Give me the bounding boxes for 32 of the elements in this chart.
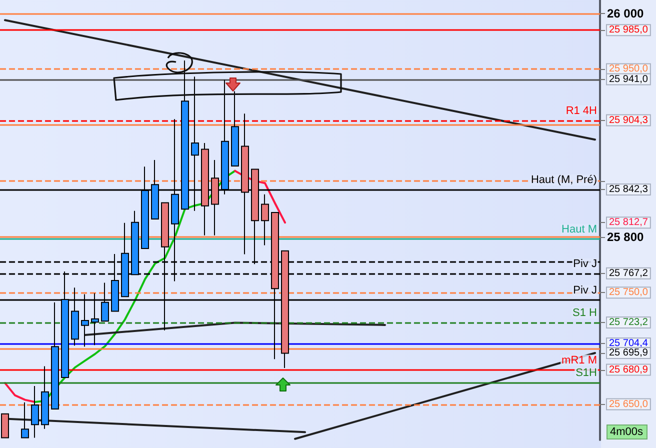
y-tick-label: 25 704,4 bbox=[609, 338, 648, 350]
y-tick-label: 26 000 bbox=[607, 6, 644, 20]
y-tick-label: 25 985,0 bbox=[609, 24, 648, 36]
ref-line-label: Haut M bbox=[562, 223, 597, 236]
ref-line-label: S1H bbox=[576, 367, 598, 380]
ref-line-label: Piv J bbox=[573, 284, 597, 297]
candlestick bbox=[31, 385, 39, 438]
ref-line-label: Haut (M, Pré) bbox=[530, 174, 597, 186]
ref-line-label: Piv J bbox=[573, 258, 597, 270]
y-tick-label: 25 650,0 bbox=[609, 398, 648, 410]
ref-line-label: mR1 M bbox=[562, 354, 597, 366]
y-tick-label: 25 750,0 bbox=[609, 287, 648, 298]
y-tick-label: 25 941,0 bbox=[609, 74, 648, 85]
y-tick-label: 25 723,2 bbox=[609, 317, 648, 328]
y-tick-label: 25 904,3 bbox=[609, 114, 648, 126]
ref-line-label: S1 H bbox=[572, 307, 598, 320]
candlestick bbox=[231, 90, 239, 166]
y-tick-label: 25 812,7 bbox=[609, 217, 648, 228]
line-series bbox=[4, 382, 36, 404]
candlestick bbox=[41, 366, 49, 430]
candlestick bbox=[21, 402, 29, 438]
candlestick bbox=[261, 194, 269, 246]
line-series bbox=[34, 170, 236, 404]
y-tick-label: 25 767,2 bbox=[609, 268, 648, 279]
y-tick-label: 25 950,0 bbox=[609, 64, 648, 75]
candlestick bbox=[1, 413, 9, 438]
y-tick-label: 25 842,3 bbox=[609, 184, 648, 196]
ref-line-label: R1 4H bbox=[566, 104, 598, 117]
y-tick-label: 25 680,9 bbox=[609, 364, 648, 376]
text: 4m00s bbox=[610, 426, 644, 438]
y-tick-label: 25 695,9 bbox=[609, 348, 648, 359]
y-tick-label: 25 800 bbox=[607, 230, 644, 244]
